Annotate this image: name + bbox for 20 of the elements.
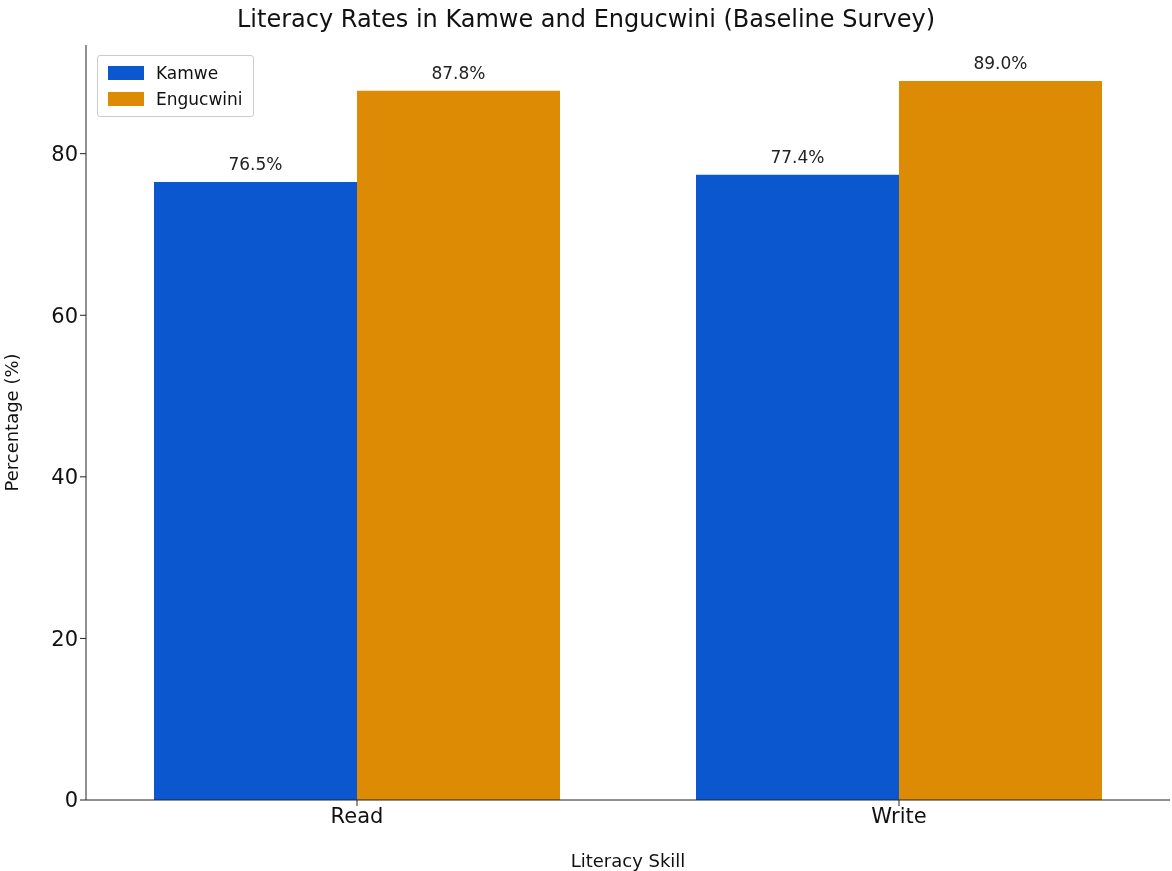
legend-label: Kamwe (156, 62, 219, 85)
chart-title: Literacy Rates in Kamwe and Engucwini (Baseline Survey) (235, 5, 937, 33)
legend-label: Engucwini (156, 88, 243, 111)
y-tick-label: 80 (51, 142, 78, 167)
data-label: 87.8% (431, 62, 486, 83)
bar (899, 80, 1102, 800)
y-axis-title: Percentage (%) (1, 353, 23, 492)
y-tick-label: 40 (51, 465, 78, 490)
data-label: 76.5% (228, 153, 283, 174)
x-tick-label: Read (330, 803, 384, 828)
data-label: 89.0% (973, 52, 1028, 73)
y-tick-label: 20 (51, 626, 78, 651)
x-tick-label: Write (871, 803, 927, 828)
y-tick-label: 0 (64, 788, 78, 813)
y-tick-label: 60 (51, 303, 78, 328)
bar (696, 174, 899, 800)
bar (154, 181, 357, 800)
x-axis-title: Literacy Skill (570, 850, 686, 871)
data-label: 77.4% (770, 146, 825, 167)
bar (357, 90, 560, 800)
